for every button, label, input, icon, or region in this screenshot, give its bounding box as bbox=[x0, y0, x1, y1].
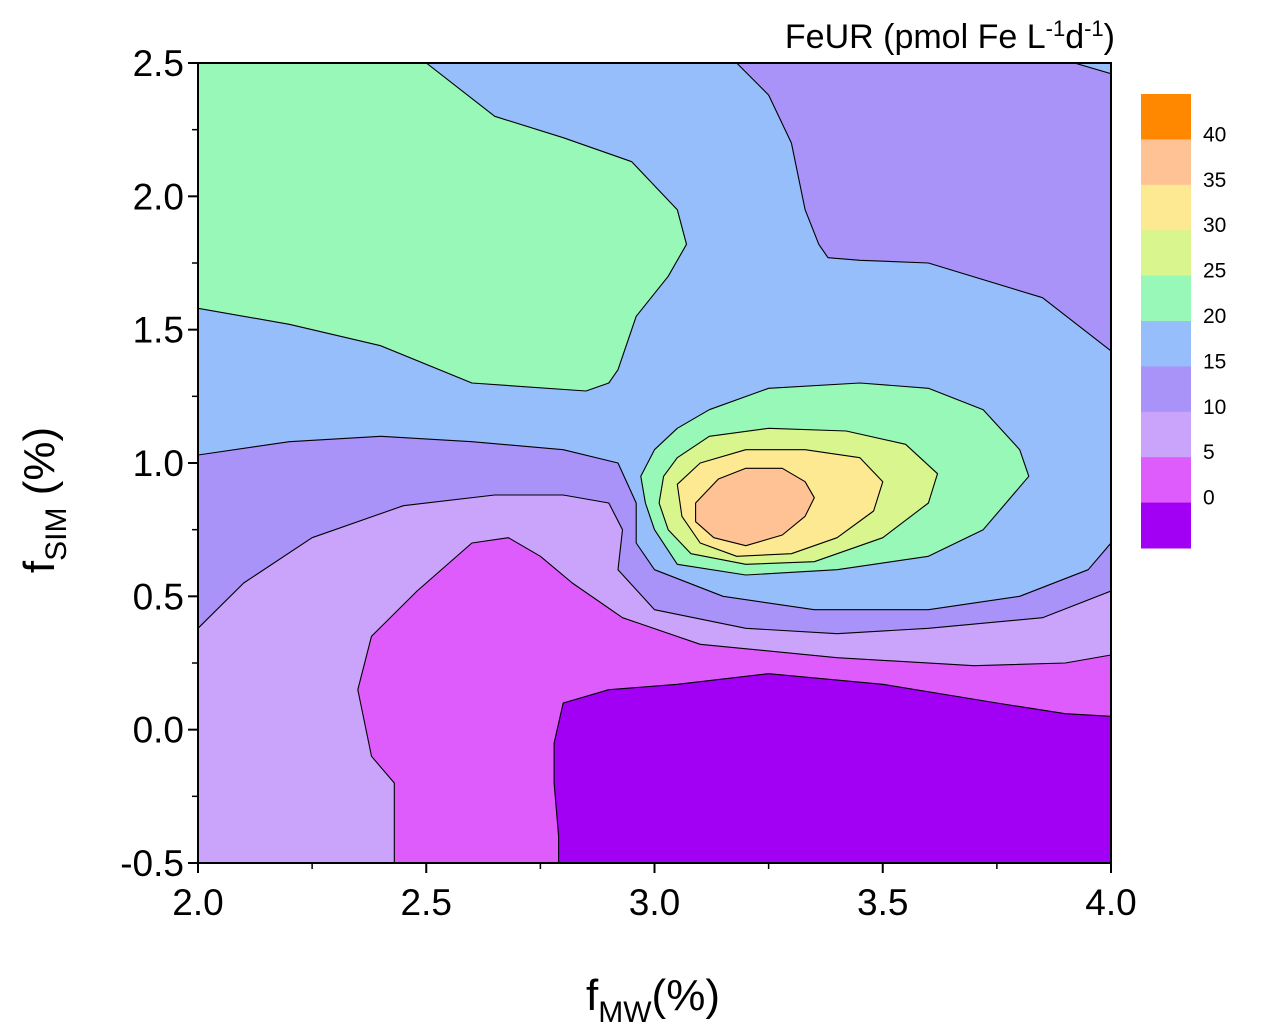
x-tick-label: 2.5 bbox=[401, 882, 452, 923]
contour-regions bbox=[198, 63, 1111, 863]
x-axis-title: fMW(%) bbox=[586, 971, 720, 1029]
colorbar: 40 35 30 25 20 15 10 5 0 bbox=[1141, 94, 1226, 549]
colorbar-swatch bbox=[1141, 411, 1191, 458]
y-tick-label: -0.5 bbox=[120, 843, 184, 884]
chart-title: FeUR (pmol Fe L-1d-1) bbox=[785, 16, 1115, 56]
y-tick-label: 2.0 bbox=[133, 176, 184, 217]
colorbar-swatch bbox=[1141, 184, 1191, 231]
colorbar-label: 40 bbox=[1203, 123, 1226, 146]
colorbar-label: 20 bbox=[1203, 305, 1226, 328]
x-axis: 2.0 2.5 3.0 3.5 4.0 bbox=[172, 863, 1137, 923]
contour-region-11 bbox=[695, 467, 815, 547]
x-tick-label: 4.0 bbox=[1085, 882, 1136, 923]
colorbar-swatch bbox=[1141, 94, 1191, 140]
x-tick-label: 2.0 bbox=[172, 882, 223, 923]
y-axis: -0.5 0.0 0.5 1.0 1.5 2.0 2.5 bbox=[120, 43, 198, 884]
colorbar-label: 15 bbox=[1203, 350, 1226, 373]
colorbar-label: 35 bbox=[1203, 169, 1226, 192]
colorbar-swatch bbox=[1141, 230, 1191, 277]
colorbar-swatch bbox=[1141, 502, 1191, 549]
contour-region-7 bbox=[198, 63, 688, 392]
colorbar-swatch bbox=[1141, 275, 1191, 322]
colorbar-swatch bbox=[1141, 139, 1191, 186]
colorbar-label: 0 bbox=[1203, 487, 1215, 510]
y-tick-label: 0.0 bbox=[133, 710, 184, 751]
y-tick-label: 0.5 bbox=[133, 576, 184, 617]
y-tick-label: 1.0 bbox=[133, 443, 184, 484]
contour-region-2 bbox=[736, 63, 1111, 352]
colorbar-label: 5 bbox=[1203, 441, 1215, 464]
contour-region-6 bbox=[553, 673, 1111, 863]
y-tick-label: 2.5 bbox=[133, 43, 184, 84]
x-tick-label: 3.0 bbox=[629, 882, 680, 923]
y-tick-label: 1.5 bbox=[133, 310, 184, 351]
colorbar-label: 25 bbox=[1203, 260, 1226, 283]
colorbar-swatch bbox=[1141, 321, 1191, 367]
colorbar-label: 30 bbox=[1203, 214, 1226, 237]
contour-region-3 bbox=[1073, 63, 1111, 75]
x-tick-label: 3.5 bbox=[857, 882, 908, 923]
colorbar-swatch bbox=[1141, 366, 1191, 413]
y-axis-title: fSIM (%) bbox=[15, 427, 73, 573]
colorbar-label: 10 bbox=[1203, 396, 1226, 419]
colorbar-swatch bbox=[1141, 457, 1191, 504]
